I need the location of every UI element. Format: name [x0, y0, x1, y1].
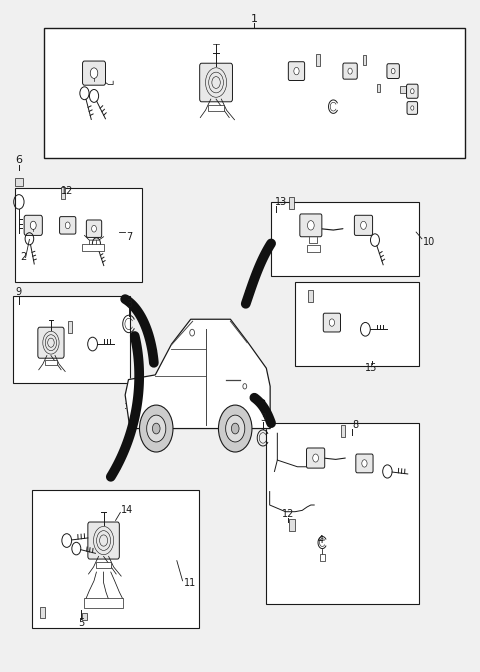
Circle shape	[231, 423, 239, 434]
Circle shape	[92, 225, 96, 232]
Bar	[82, 244, 104, 251]
Circle shape	[329, 319, 335, 327]
Bar	[362, 54, 366, 65]
FancyBboxPatch shape	[60, 216, 76, 234]
FancyBboxPatch shape	[343, 63, 357, 79]
FancyBboxPatch shape	[38, 327, 64, 358]
Text: 1: 1	[251, 15, 258, 24]
FancyBboxPatch shape	[356, 454, 373, 473]
FancyBboxPatch shape	[24, 215, 42, 235]
Text: 2: 2	[20, 252, 26, 262]
FancyBboxPatch shape	[407, 84, 418, 98]
Text: 3: 3	[260, 413, 266, 423]
Text: 10: 10	[423, 237, 435, 247]
Bar	[60, 187, 65, 199]
Circle shape	[391, 69, 395, 74]
Circle shape	[147, 415, 166, 442]
Bar	[208, 105, 224, 111]
Bar	[82, 613, 87, 620]
FancyBboxPatch shape	[307, 448, 324, 468]
FancyBboxPatch shape	[354, 215, 372, 235]
FancyBboxPatch shape	[88, 522, 120, 559]
FancyBboxPatch shape	[200, 63, 232, 101]
Bar	[44, 28, 465, 159]
Bar	[289, 197, 294, 209]
Bar	[14, 177, 23, 185]
Circle shape	[30, 221, 36, 229]
Text: 4: 4	[317, 535, 324, 545]
Circle shape	[313, 454, 319, 462]
Text: 12: 12	[60, 186, 73, 196]
FancyBboxPatch shape	[323, 313, 340, 332]
Bar	[309, 290, 313, 302]
Bar	[40, 607, 45, 618]
Text: 5: 5	[78, 618, 84, 628]
Bar	[15, 188, 142, 282]
Bar	[307, 245, 321, 252]
Circle shape	[140, 405, 173, 452]
Circle shape	[308, 220, 314, 230]
Text: 14: 14	[121, 505, 133, 515]
Bar	[400, 86, 406, 93]
Circle shape	[294, 67, 299, 75]
Bar	[340, 425, 345, 437]
FancyBboxPatch shape	[407, 101, 418, 114]
Bar	[12, 296, 130, 383]
Bar	[96, 562, 111, 568]
Bar	[68, 321, 72, 333]
FancyBboxPatch shape	[288, 62, 305, 81]
FancyBboxPatch shape	[387, 64, 399, 79]
Circle shape	[348, 68, 352, 74]
Circle shape	[411, 106, 414, 110]
Text: 3: 3	[126, 299, 132, 309]
Text: 6: 6	[15, 155, 23, 165]
Bar	[295, 282, 420, 366]
Bar	[45, 360, 57, 365]
Circle shape	[410, 89, 414, 93]
Bar	[289, 519, 295, 531]
FancyBboxPatch shape	[86, 220, 102, 237]
Circle shape	[226, 415, 245, 442]
Circle shape	[360, 221, 366, 229]
Circle shape	[90, 68, 98, 79]
Circle shape	[362, 460, 367, 467]
Text: 13: 13	[275, 197, 287, 207]
Bar	[84, 597, 123, 607]
Polygon shape	[125, 319, 270, 429]
Text: 12: 12	[282, 509, 294, 519]
Circle shape	[153, 423, 160, 434]
Circle shape	[65, 222, 70, 228]
Circle shape	[218, 405, 252, 452]
Bar	[214, 43, 218, 46]
Bar	[377, 84, 380, 92]
FancyBboxPatch shape	[300, 214, 322, 237]
Text: 7: 7	[126, 232, 132, 242]
Bar	[266, 423, 420, 604]
FancyBboxPatch shape	[83, 61, 106, 85]
Text: 11: 11	[183, 578, 196, 588]
Bar	[271, 202, 420, 276]
Bar	[32, 491, 199, 628]
Bar	[316, 54, 321, 66]
Bar	[320, 554, 324, 560]
Text: 15: 15	[365, 363, 378, 373]
Text: 8: 8	[352, 419, 359, 429]
Text: 9: 9	[16, 288, 22, 298]
